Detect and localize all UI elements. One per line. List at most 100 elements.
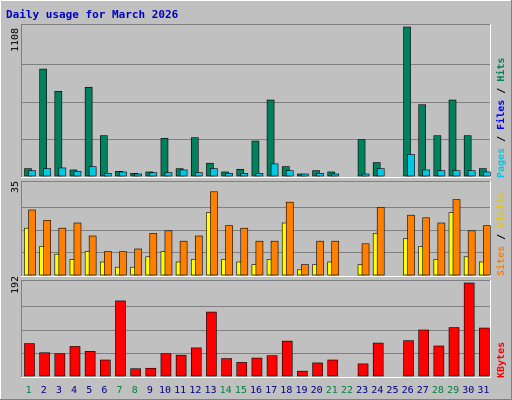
bar-kbytes-day-2: [39, 352, 50, 377]
bar-sites-day-8: [134, 248, 142, 276]
bar-pages-day-13: [210, 168, 218, 177]
bar-sites-day-12: [194, 235, 203, 276]
x-label-day-29: 29: [447, 385, 459, 396]
bar-sites-day-27: [422, 217, 430, 276]
bar-kbytes-day-28: [433, 345, 445, 377]
bar-kbytes-day-27: [418, 329, 429, 377]
bar-pages-day-24: [376, 168, 385, 177]
bar-kbytes-day-6: [100, 359, 111, 377]
bar-sites-day-13: [210, 191, 218, 276]
bar-pages-day-8: [134, 173, 142, 177]
bar-hits-day-10: [160, 138, 169, 177]
bar-sites-day-15: [240, 227, 249, 276]
bar-kbytes-day-3: [54, 353, 66, 377]
bar-hits-day-15: [236, 168, 245, 177]
bar-kbytes-day-30: [463, 282, 475, 377]
bar-pages-day-23: [361, 173, 370, 177]
kbytes-ymax-label: 192: [10, 276, 21, 294]
x-label-day-1: 1: [26, 385, 32, 396]
legend-pages: Pages: [496, 148, 507, 178]
x-label-day-6: 6: [101, 385, 107, 396]
bar-pages-day-21: [331, 173, 340, 177]
bar-hits-day-26: [403, 26, 411, 177]
bar-sites-day-1: [28, 209, 36, 276]
bar-kbytes-day-12: [190, 347, 202, 377]
bar-sites-day-14: [225, 225, 233, 276]
bar-kbytes-day-14: [221, 358, 232, 377]
panel-kbytes: [21, 280, 491, 378]
bar-hits-day-6: [100, 135, 108, 177]
bar-pages-day-31: [483, 171, 491, 177]
bar-kbytes-day-17: [266, 355, 278, 377]
bar-sites-day-17: [270, 240, 279, 276]
bar-pages-day-20: [316, 173, 324, 177]
bar-pages-day-6: [104, 173, 112, 177]
bar-kbytes-day-15: [236, 362, 248, 377]
x-label-day-4: 4: [71, 385, 77, 396]
x-label-day-18: 18: [280, 385, 292, 396]
x-label-day-31: 31: [477, 385, 489, 396]
x-label-day-3: 3: [56, 385, 62, 396]
x-label-day-17: 17: [265, 385, 277, 396]
x-label-day-9: 9: [147, 385, 153, 396]
bar-pages-day-16: [255, 173, 264, 177]
bar-pages-day-14: [225, 173, 233, 177]
x-label-day-8: 8: [132, 385, 138, 396]
bar-kbytes-day-4: [69, 346, 81, 377]
x-label-day-22: 22: [341, 385, 353, 396]
bar-pages-day-10: [164, 172, 173, 177]
bar-sites-day-23: [361, 243, 370, 276]
x-axis-labels: 1 2 3 4 5 6 7 8 9 10 11 12 13 14 15 16 17 18 19 20 21 22 23 24 2…: [26, 385, 490, 396]
x-label-day-2: 2: [41, 385, 47, 396]
bar-kbytes-day-31: [479, 327, 490, 377]
bar-sites-day-11: [179, 240, 188, 276]
bar-hits-day-12: [190, 137, 199, 177]
bar-pages-day-27: [422, 169, 430, 177]
x-label-day-25: 25: [386, 385, 398, 396]
bar-sites-day-29: [452, 199, 461, 276]
x-label-day-28: 28: [432, 385, 444, 396]
bar-hits-day-28: [433, 135, 442, 177]
bar-pages-day-18: [285, 170, 294, 177]
x-label-day-16: 16: [250, 385, 262, 396]
bar-sites-day-7: [119, 251, 127, 276]
bar-kbytes-day-20: [312, 362, 323, 377]
bar-kbytes-day-5: [84, 350, 96, 377]
bar-kbytes-day-10: [160, 353, 172, 377]
bar-pages-day-19: [301, 173, 309, 177]
bar-pages-day-1: [28, 170, 36, 177]
bar-sites-day-24: [376, 207, 385, 276]
bar-pages-day-15: [240, 173, 249, 177]
panel-sites-visits: [21, 181, 491, 277]
bar-kbytes-day-23: [357, 363, 369, 377]
legend-kbytes: KBytes: [496, 342, 507, 378]
panels-group: [21, 24, 491, 378]
x-label-day-30: 30: [462, 385, 474, 396]
bar-kbytes-day-11: [175, 354, 187, 377]
legend-sites: Sites: [495, 246, 507, 276]
bar-kbytes-day-29: [448, 327, 460, 377]
legend-files: Files: [495, 100, 507, 130]
bar-pages-day-3: [58, 167, 67, 177]
bar-sites-day-3: [58, 227, 67, 276]
panel-hits-files-pages: [21, 24, 491, 178]
bar-sites-day-20: [316, 240, 324, 276]
bar-pages-day-4: [73, 170, 82, 177]
bar-pages-day-26: [407, 154, 415, 177]
bar-hits-day-2: [39, 68, 47, 177]
bar-sites-day-10: [164, 230, 173, 276]
x-label-day-15: 15: [235, 385, 247, 396]
bar-kbytes-day-19: [297, 370, 308, 377]
bar-sites-day-18: [285, 201, 294, 276]
bar-sites-day-31: [483, 225, 491, 276]
x-label-day-27: 27: [417, 385, 429, 396]
bar-pages-day-5: [88, 166, 97, 177]
bar-sites-day-30: [467, 230, 476, 276]
x-label-day-20: 20: [311, 385, 323, 396]
x-label-day-11: 11: [174, 385, 186, 396]
legend-sep-1: /: [496, 130, 507, 148]
bar-pages-day-7: [119, 171, 127, 177]
bar-hits-day-16: [251, 140, 260, 177]
bar-pages-day-2: [43, 168, 51, 177]
